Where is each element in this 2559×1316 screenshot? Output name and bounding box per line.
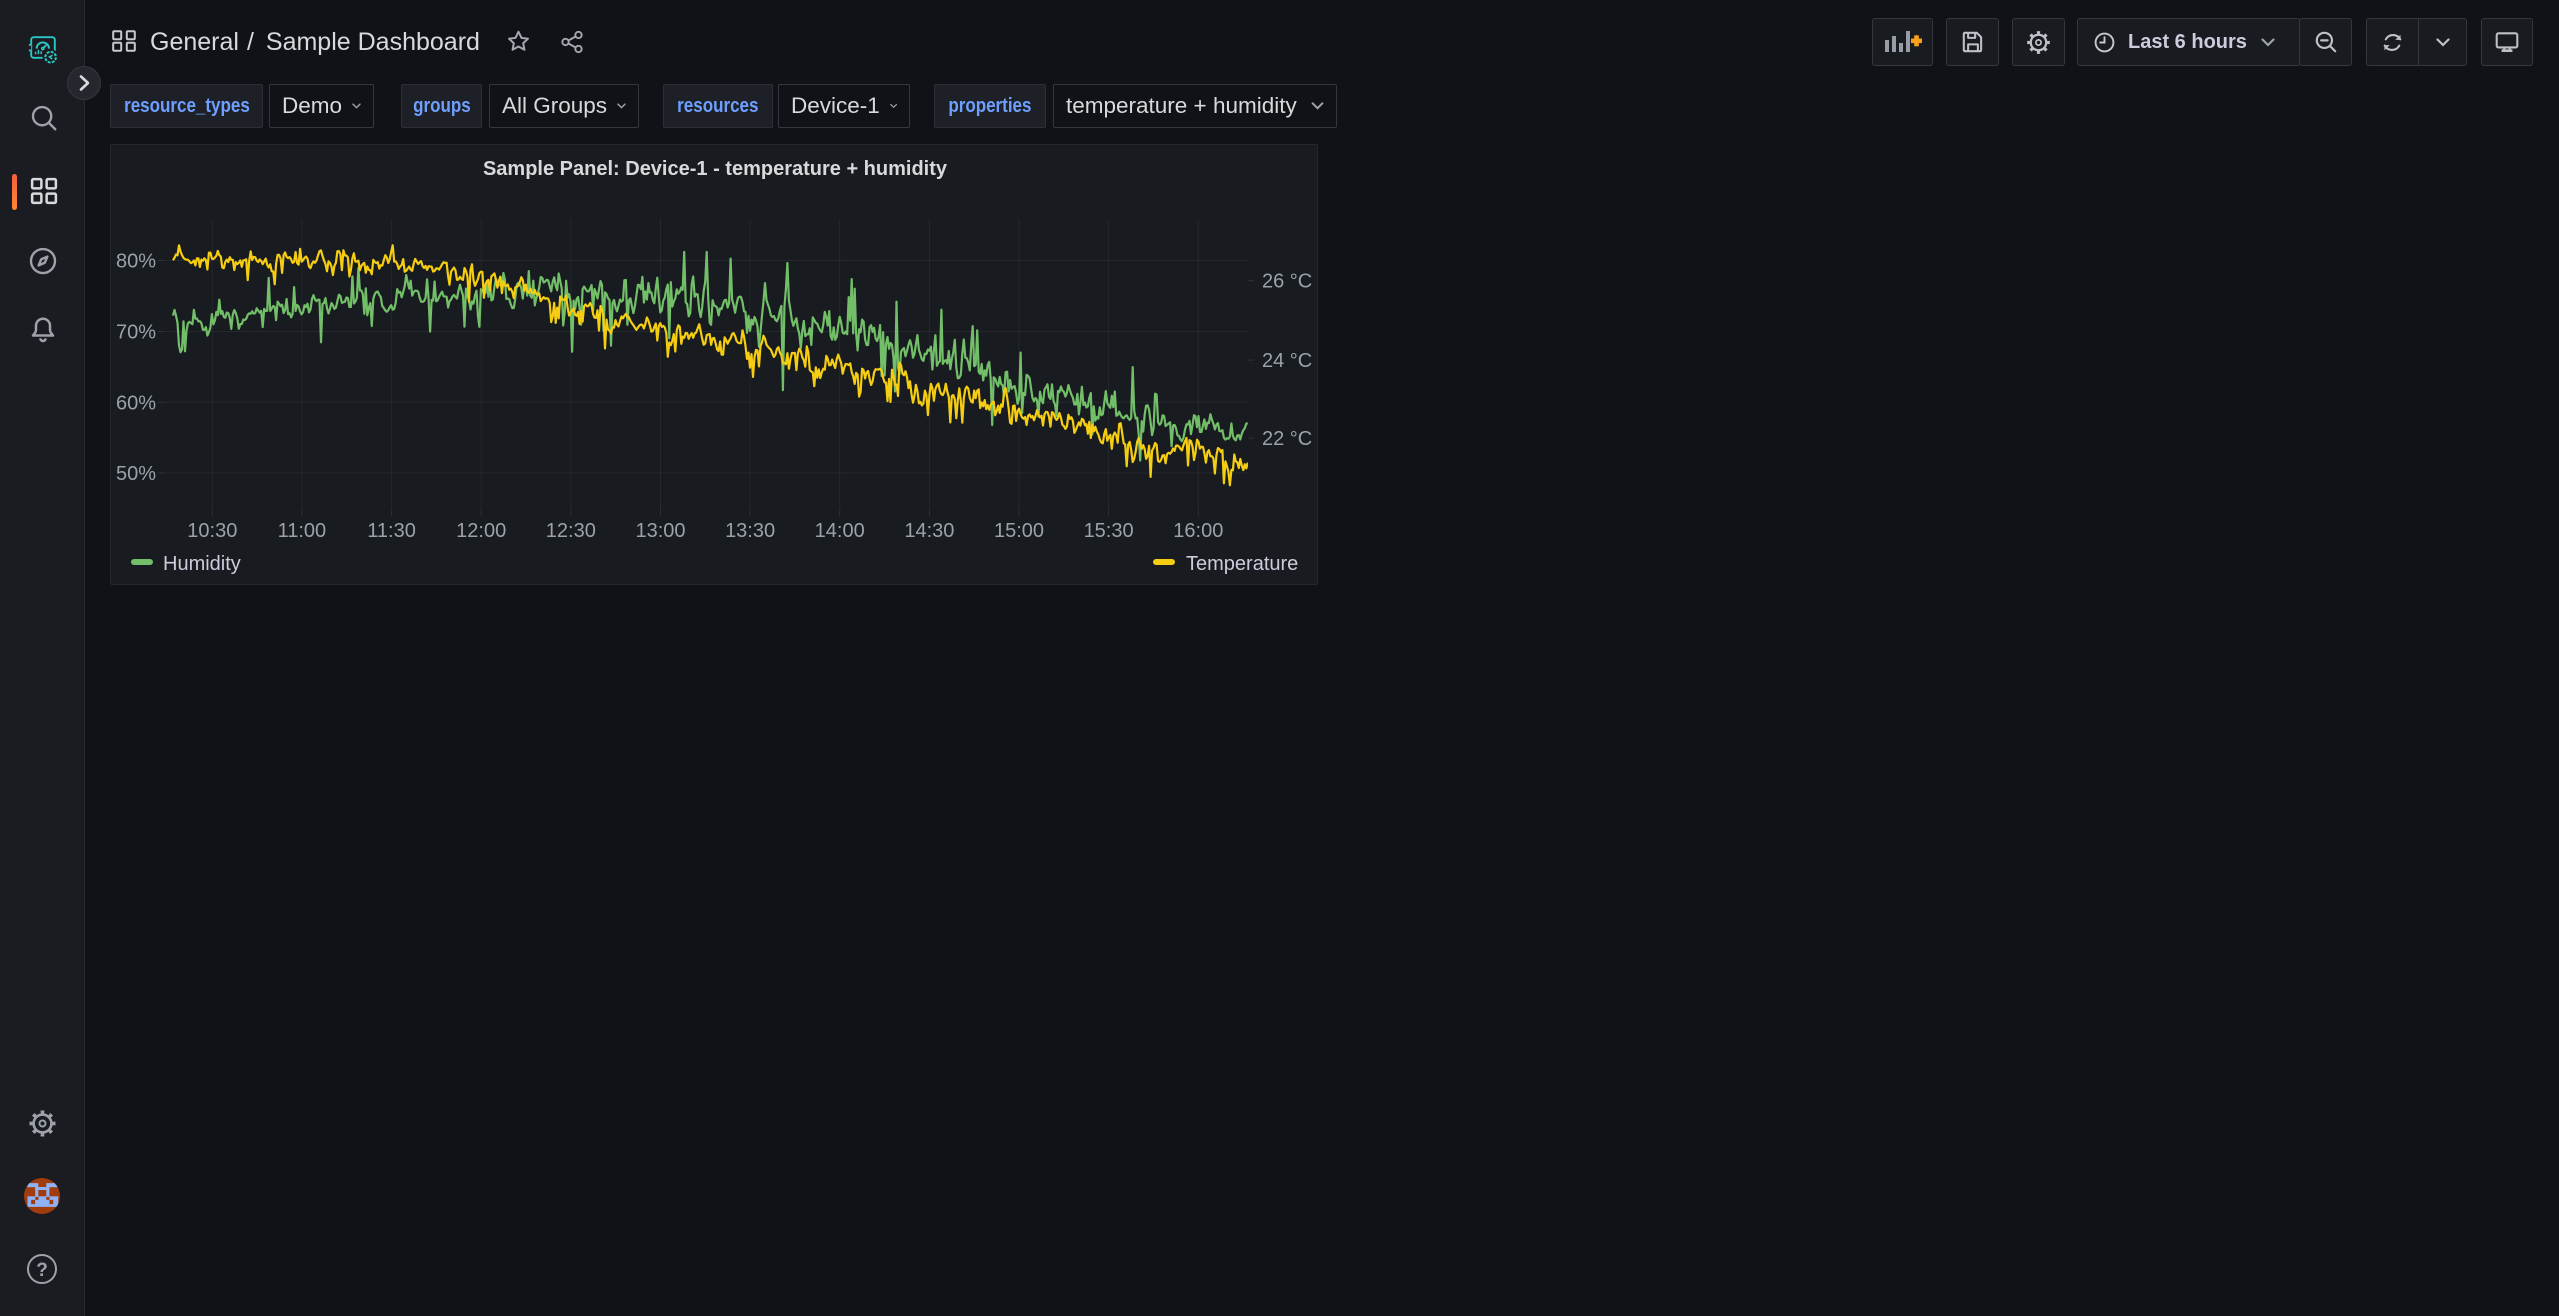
svg-text:11:30: 11:30 [367, 520, 416, 542]
svg-text:15:00: 15:00 [994, 520, 1044, 542]
svg-text:13:00: 13:00 [635, 520, 685, 542]
svg-text:14:00: 14:00 [815, 520, 865, 542]
svg-text:80%: 80% [116, 251, 156, 273]
svg-text:15:30: 15:30 [1084, 520, 1134, 542]
svg-text:11:00: 11:00 [278, 520, 327, 542]
svg-text:12:30: 12:30 [546, 520, 596, 542]
svg-text:14:30: 14:30 [904, 520, 954, 542]
svg-text:16:00: 16:00 [1173, 520, 1223, 542]
svg-text:60%: 60% [116, 392, 156, 414]
svg-text:?: ? [36, 1260, 48, 1281]
svg-text:50%: 50% [116, 463, 156, 485]
svg-text:Temperature: Temperature [1186, 553, 1298, 575]
svg-text:24 °C: 24 °C [1262, 350, 1312, 372]
svg-text:13:30: 13:30 [725, 520, 775, 542]
svg-text:12:00: 12:00 [456, 520, 506, 542]
svg-text:22 °C: 22 °C [1262, 428, 1312, 450]
svg-text:26 °C: 26 °C [1262, 271, 1312, 293]
svg-text:Humidity: Humidity [163, 553, 241, 575]
svg-text:10:30: 10:30 [187, 520, 237, 542]
svg-text:70%: 70% [116, 322, 156, 344]
